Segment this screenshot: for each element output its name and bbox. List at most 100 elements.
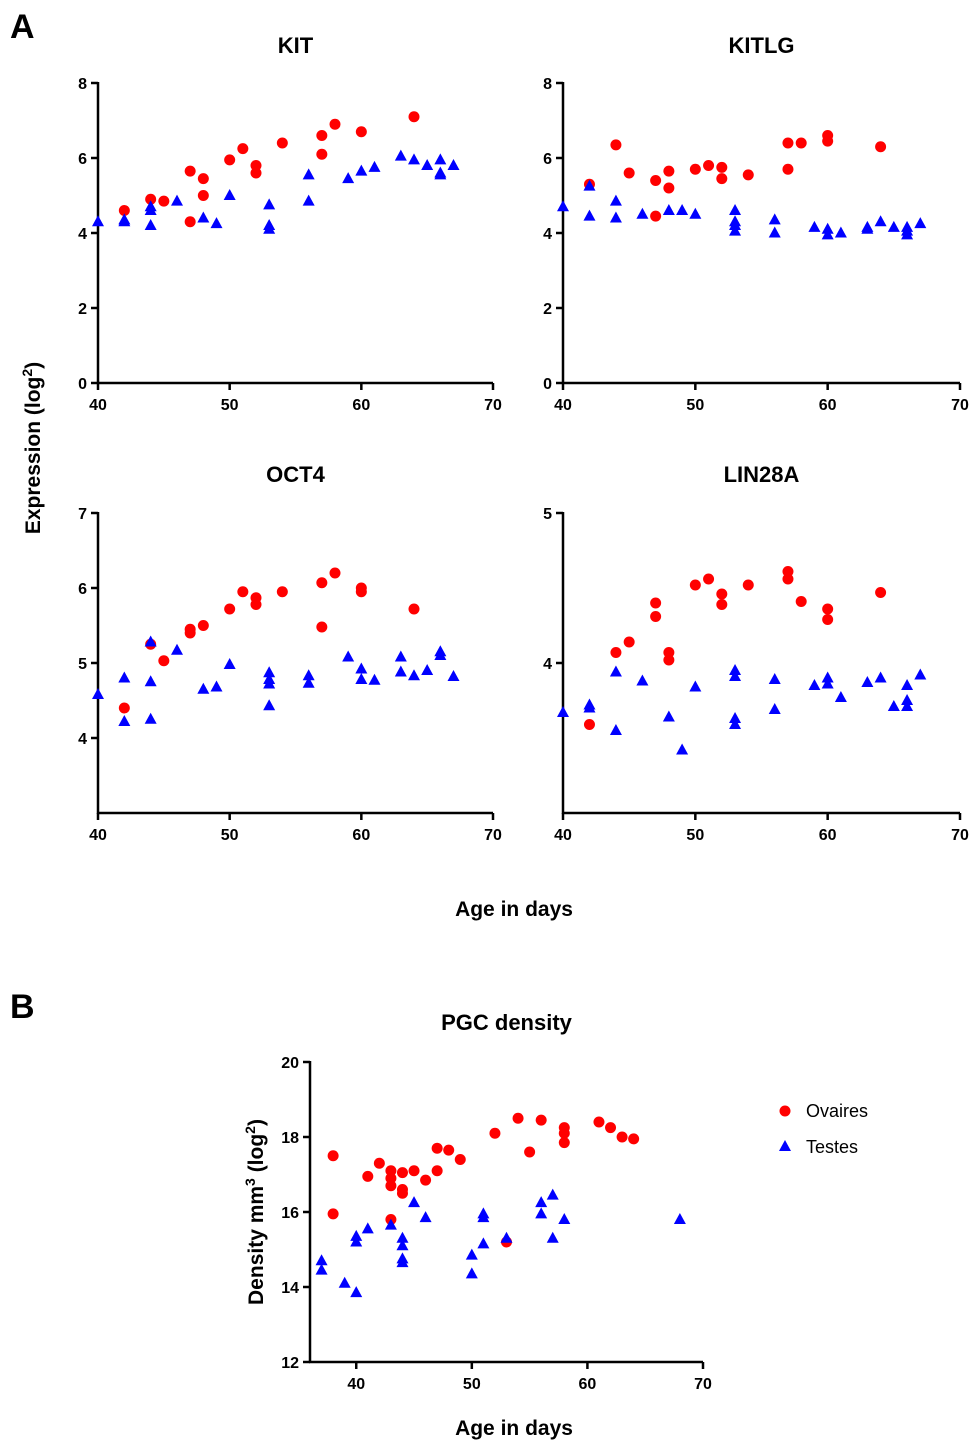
legend-label-testes: Testes <box>806 1137 858 1157</box>
oct4-point-testes <box>210 680 223 692</box>
lin28a-point-testes <box>901 679 914 690</box>
oct4-point-ovaires <box>408 603 420 615</box>
kit-point-ovaires <box>276 137 288 149</box>
lin28a-point-testes <box>821 671 834 683</box>
pgc-density-y-tick-label: 18 <box>281 1130 299 1147</box>
kitlg-point-testes <box>689 207 702 219</box>
oct4-point-testes <box>223 658 236 669</box>
oct4-point-ovaires <box>276 586 288 598</box>
lin28a-y-tick-label: 4 <box>543 656 552 673</box>
lin28a-point-ovaires <box>716 588 728 600</box>
pgc-density-point-ovaires <box>489 1127 501 1139</box>
kit-y-tick-label: 6 <box>78 151 87 168</box>
lin28a-point-testes <box>914 668 927 680</box>
kitlg-point-testes <box>834 226 847 238</box>
lin28a-point-testes <box>768 673 781 684</box>
pgc-density-y-tick-label: 12 <box>281 1355 299 1372</box>
kitlg-point-testes <box>729 219 742 230</box>
chart-kitlg: KITLG 0 2 4 6 8 40 50 60 70 <box>543 33 969 414</box>
pgc-density-point-testes <box>546 1231 559 1243</box>
kit-point-testes <box>144 204 157 215</box>
kit-point-testes <box>434 153 447 165</box>
lin28a-point-ovaires <box>875 587 887 598</box>
kit-point-ovaires <box>184 165 196 177</box>
kitlg-point-testes <box>609 194 622 206</box>
lin28a-point-testes <box>676 743 689 755</box>
lin28a-point-ovaires <box>716 599 728 610</box>
lin28a-point-testes <box>636 674 649 686</box>
pgc-density-point-ovaires <box>396 1167 408 1179</box>
kit-y-tick-label: 2 <box>78 301 87 318</box>
pgc-density-point-testes <box>315 1263 328 1275</box>
pgc-density-title: PGC density <box>441 1010 573 1035</box>
kitlg-point-testes <box>729 224 742 236</box>
kit-point-ovaires <box>250 167 262 179</box>
pgc-density-y-tick-label: 20 <box>281 1055 299 1072</box>
kit-point-testes <box>92 215 104 227</box>
kit-point-testes <box>171 194 183 206</box>
kit-point-testes <box>302 194 315 206</box>
kitlg-point-ovaires <box>663 182 675 194</box>
pgc-density-point-ovaires <box>420 1174 432 1186</box>
pgc-density-x-tick-label: 60 <box>579 1376 597 1393</box>
oct4-y-tick-label: 6 <box>78 581 87 598</box>
chart-pgc-density: PGC density 12 14 16 18 20 40 50 60 70 <box>281 1010 712 1393</box>
kitlg-x-tick-label: 60 <box>819 397 837 414</box>
kitlg-title: KITLG <box>729 33 795 58</box>
oct4-point-testes <box>144 712 157 724</box>
oct4-point-ovaires <box>184 627 196 639</box>
oct4-point-testes <box>197 682 210 694</box>
pgc-density-point-ovaires <box>593 1116 605 1128</box>
pgc-density-point-testes <box>465 1248 478 1260</box>
kit-point-testes <box>368 160 381 172</box>
kit-point-ovaires <box>237 143 249 155</box>
kit-title: KIT <box>278 33 314 58</box>
kitlg-point-ovaires <box>650 210 662 222</box>
lin28a-point-ovaires <box>782 573 794 585</box>
lin28a-point-testes <box>901 694 914 705</box>
kit-point-testes <box>223 189 236 200</box>
kitlg-y-tick-label: 6 <box>543 151 552 168</box>
pgc-density-point-ovaires <box>431 1165 443 1177</box>
kit-point-testes <box>197 211 210 223</box>
kit-point-testes <box>447 159 460 170</box>
oct4-y-tick-label: 7 <box>78 506 87 523</box>
lin28a-point-testes <box>557 706 569 717</box>
lin28a-point-ovaires <box>822 603 834 615</box>
kitlg-point-testes <box>557 200 569 212</box>
pgc-density-point-ovaires <box>616 1131 628 1143</box>
kitlg-point-ovaires <box>742 169 754 181</box>
pgc-density-point-ovaires <box>385 1180 397 1192</box>
lin28a-x-tick-label: 40 <box>554 827 572 844</box>
pgc-density-point-testes <box>477 1211 490 1223</box>
kit-y-tick-label: 4 <box>78 226 87 243</box>
kit-point-ovaires <box>197 173 209 185</box>
lin28a-x-tick-label: 60 <box>819 827 837 844</box>
lin28a-point-ovaires <box>623 636 635 648</box>
oct4-point-testes <box>263 699 276 711</box>
lin28a-point-testes <box>901 700 914 711</box>
kit-point-testes <box>394 149 407 161</box>
lin28a-point-ovaires <box>583 719 595 730</box>
lin28a-point-testes <box>729 712 742 723</box>
kit-point-testes <box>118 215 131 227</box>
pgc-density-point-testes <box>408 1196 421 1208</box>
kitlg-point-ovaires <box>782 163 794 175</box>
oct4-point-ovaires <box>355 586 367 598</box>
kitlg-point-testes <box>583 209 596 221</box>
pgc-density-point-testes <box>500 1231 513 1243</box>
oct4-x-tick-label: 60 <box>352 827 370 844</box>
panel-b-x-axis-label: Age in days <box>455 1417 573 1440</box>
pgc-density-point-testes <box>558 1213 571 1224</box>
pgc-density-point-ovaires <box>443 1144 455 1156</box>
oct4-point-testes <box>394 665 407 677</box>
kitlg-point-testes <box>583 179 596 191</box>
kit-x-tick-label: 70 <box>484 397 502 414</box>
kitlg-point-ovaires <box>610 139 622 151</box>
lin28a-point-ovaires <box>610 647 622 658</box>
chart-lin28a: LIN28A 4 5 40 50 60 70 <box>543 462 969 844</box>
pgc-density-point-ovaires <box>362 1170 374 1182</box>
kit-point-testes <box>263 198 276 210</box>
kit-point-testes <box>342 172 355 184</box>
